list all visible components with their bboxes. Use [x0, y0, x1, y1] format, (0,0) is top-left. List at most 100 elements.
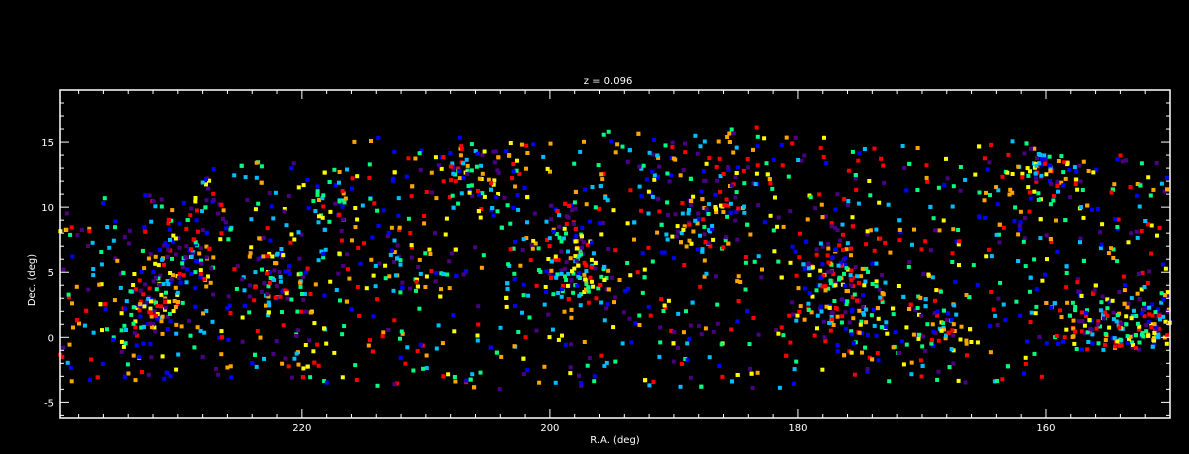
data-point — [699, 189, 704, 194]
data-point — [1001, 225, 1006, 230]
data-point — [438, 294, 443, 299]
data-point — [874, 284, 879, 289]
data-point — [776, 259, 781, 264]
data-point — [687, 208, 691, 212]
data-point — [283, 269, 288, 274]
data-point — [752, 259, 757, 264]
data-point — [592, 379, 597, 384]
data-point — [681, 227, 686, 232]
data-point — [410, 184, 415, 189]
data-point — [70, 254, 75, 259]
data-point — [569, 307, 574, 312]
data-point — [925, 322, 930, 327]
data-point — [580, 234, 584, 239]
data-point — [1128, 334, 1133, 339]
data-point — [584, 287, 589, 292]
data-point — [334, 288, 339, 292]
data-point — [240, 277, 245, 282]
data-point — [821, 155, 826, 159]
data-point — [597, 206, 602, 211]
data-point — [815, 313, 820, 318]
data-point — [837, 243, 842, 248]
data-point — [372, 201, 377, 206]
data-point — [1054, 334, 1059, 338]
data-point — [582, 290, 587, 294]
data-point — [920, 344, 925, 349]
data-point — [802, 317, 807, 322]
data-point — [443, 232, 448, 237]
data-point — [399, 329, 404, 334]
data-point — [930, 322, 935, 327]
data-point — [1059, 154, 1064, 159]
data-point — [202, 330, 207, 335]
data-point — [700, 197, 705, 202]
data-point — [1034, 179, 1039, 184]
data-point — [872, 308, 876, 313]
data-point — [1140, 332, 1144, 337]
data-point — [847, 349, 852, 354]
data-point — [771, 228, 776, 233]
data-point — [409, 255, 414, 260]
data-point — [470, 372, 475, 377]
data-point — [1144, 323, 1149, 328]
data-point — [177, 245, 182, 250]
data-point — [290, 375, 294, 380]
data-point — [850, 224, 855, 229]
data-point — [868, 228, 873, 233]
data-point — [699, 384, 704, 389]
data-point — [339, 229, 344, 233]
data-point — [475, 338, 480, 343]
data-point — [731, 150, 736, 155]
data-point — [755, 134, 760, 139]
data-point — [923, 297, 928, 302]
data-point — [267, 191, 272, 195]
data-point — [1022, 151, 1027, 156]
data-point — [675, 229, 680, 234]
data-point — [321, 252, 326, 257]
data-point — [781, 224, 786, 229]
data-point — [919, 374, 924, 379]
data-point — [676, 311, 681, 316]
data-point — [1034, 287, 1039, 292]
data-point — [554, 275, 559, 280]
data-point — [234, 286, 239, 291]
data-point — [547, 236, 552, 241]
data-point — [196, 259, 201, 264]
data-point — [358, 261, 363, 266]
data-point — [312, 360, 317, 365]
data-point — [398, 336, 402, 341]
data-point — [964, 341, 969, 346]
data-point — [611, 325, 616, 330]
data-point — [232, 267, 237, 272]
data-point — [753, 182, 758, 187]
data-point — [1075, 277, 1080, 282]
data-point — [700, 249, 705, 254]
data-point — [1098, 230, 1103, 235]
data-point — [1094, 326, 1099, 331]
data-point — [551, 227, 556, 232]
data-point — [450, 193, 455, 198]
data-point — [440, 341, 445, 346]
data-point — [821, 273, 826, 278]
data-point — [796, 286, 801, 291]
data-point — [672, 330, 677, 335]
data-point — [647, 383, 652, 388]
data-point — [833, 207, 838, 212]
data-point — [1115, 339, 1120, 344]
data-point — [247, 310, 252, 315]
data-point — [525, 195, 530, 200]
data-point — [132, 331, 137, 336]
data-point — [478, 370, 483, 375]
data-point — [1124, 322, 1129, 327]
data-point — [385, 234, 390, 239]
data-point — [191, 237, 196, 242]
data-point — [100, 361, 105, 366]
data-point — [915, 188, 920, 192]
data-point — [599, 172, 604, 177]
data-point — [103, 307, 108, 312]
data-point — [280, 255, 285, 260]
data-point — [820, 262, 825, 267]
data-point — [280, 310, 284, 315]
data-point — [762, 136, 767, 141]
data-point — [639, 194, 644, 199]
